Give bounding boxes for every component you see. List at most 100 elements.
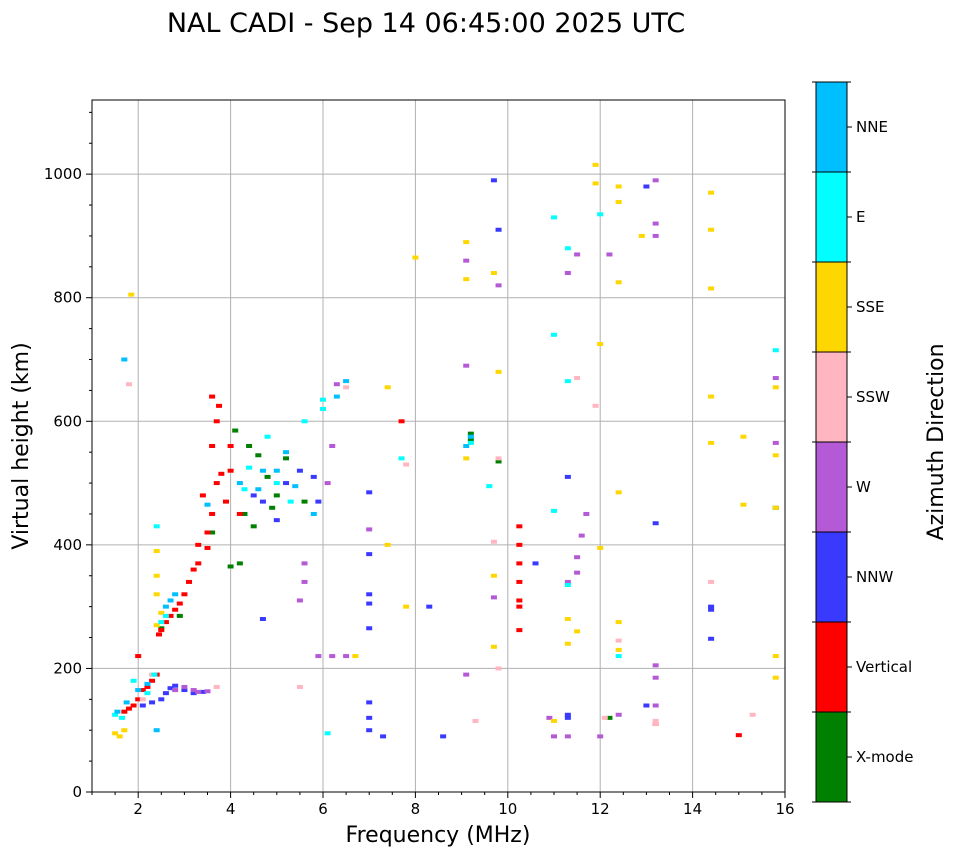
- echo-point-w: [301, 579, 308, 584]
- echo-point-vertical: [186, 579, 193, 584]
- echo-point-sse: [551, 718, 557, 723]
- echo-point-ssw: [213, 684, 220, 689]
- echo-point-vertical: [516, 561, 523, 566]
- echo-point-vertical: [199, 493, 206, 498]
- echo-point-vertical: [125, 706, 132, 711]
- echo-point-vertical: [158, 628, 165, 633]
- echo-point-w: [652, 663, 659, 668]
- echo-point-w: [574, 252, 581, 257]
- echo-point-w: [615, 712, 622, 717]
- echo-point-w: [652, 675, 659, 680]
- echo-point-nne: [273, 468, 280, 473]
- echo-point-x-mode: [246, 444, 253, 448]
- colorbar-category-label: Vertical: [856, 658, 912, 676]
- echo-point-vertical: [144, 684, 151, 689]
- echo-point-e: [119, 715, 126, 720]
- colorbar: X-mode Vertical NNW W SSW SSE E NNE: [812, 81, 913, 803]
- echo-point-w: [315, 654, 322, 659]
- colorbar-category-label: X-mode: [856, 748, 913, 766]
- echo-point-nne: [255, 487, 262, 492]
- echo-point-nnw: [380, 734, 387, 739]
- echo-point-sse: [772, 654, 779, 659]
- echo-point-w: [551, 734, 557, 739]
- echo-point-w: [564, 734, 571, 739]
- echo-point-x-mode: [495, 459, 502, 464]
- echo-point-nnw: [495, 227, 502, 232]
- echo-point-e: [398, 456, 405, 461]
- echo-point-nnw: [296, 468, 303, 473]
- echo-point-e: [551, 215, 557, 220]
- echo-point-vertical: [130, 703, 137, 708]
- echo-point-w: [652, 221, 659, 226]
- echo-point-e: [320, 397, 326, 402]
- echo-point-nnw: [310, 474, 317, 479]
- echo-point-nnw: [283, 481, 290, 486]
- echo-point-nnw: [181, 688, 188, 693]
- colorbar-segment: [816, 532, 847, 622]
- echo-point-w: [329, 654, 336, 659]
- echo-point-e: [772, 348, 779, 353]
- echo-point-sse: [158, 610, 165, 615]
- echo-point-w: [772, 376, 779, 381]
- echo-point-sse: [112, 731, 119, 736]
- echo-point-nne: [172, 592, 179, 597]
- echo-point-nnw: [259, 499, 266, 504]
- echo-point-nne: [123, 700, 130, 705]
- echo-point-vertical: [213, 419, 220, 424]
- echo-point-x-mode: [209, 530, 216, 535]
- echo-point-ssw: [343, 385, 350, 390]
- echo-point-x-mode: [250, 524, 257, 529]
- x-tick-label: 12: [591, 800, 610, 818]
- echo-point-vertical: [204, 545, 211, 550]
- echo-point-nnw: [167, 686, 174, 691]
- echo-point-nnw: [366, 700, 373, 705]
- chart-title: NAL CADI - Sep 14 06:45:00 2025 UTC: [167, 8, 685, 39]
- echo-point-e: [153, 524, 160, 529]
- echo-point-e: [564, 583, 571, 588]
- echo-point-sse: [615, 280, 622, 285]
- echo-point-w: [190, 688, 197, 693]
- echo-point-sse: [740, 502, 747, 507]
- echo-point-sse: [128, 292, 135, 297]
- echo-point-ssw: [495, 456, 502, 461]
- echo-point-vertical: [204, 530, 211, 535]
- echo-point-x-mode: [283, 456, 290, 461]
- echo-point-vertical: [213, 481, 220, 486]
- echo-point-e: [564, 379, 571, 384]
- echo-point-sse: [412, 255, 419, 260]
- echo-point-e: [144, 691, 151, 696]
- echo-point-vertical: [216, 403, 223, 408]
- echo-point-w: [366, 527, 373, 532]
- echo-point-x-mode: [255, 453, 262, 458]
- echo-point-sse: [772, 675, 779, 680]
- echo-point-vertical: [155, 632, 162, 637]
- echo-point-ssw: [574, 376, 581, 381]
- echo-point-x-mode: [606, 715, 613, 720]
- echo-point-vertical: [181, 592, 188, 597]
- echo-point-nne: [114, 709, 121, 714]
- echo-point-ssw: [472, 718, 479, 723]
- echo-point-w: [329, 444, 336, 448]
- echo-point-ssw: [652, 722, 659, 727]
- colorbar-category-label: NNW: [856, 568, 893, 586]
- echo-point-w: [652, 233, 659, 238]
- echo-point-nne: [310, 511, 317, 516]
- echo-point-ssw: [495, 666, 502, 671]
- echo-point-nne: [463, 444, 470, 448]
- echo-point-ssw: [490, 539, 497, 544]
- echo-point-sse: [463, 277, 470, 282]
- echo-point-e: [151, 672, 158, 677]
- echo-point-nnw: [149, 700, 156, 705]
- echo-point-nne: [135, 688, 142, 693]
- echo-point-sse: [384, 542, 391, 547]
- echo-point-vertical: [176, 601, 183, 606]
- echo-point-nnw: [708, 636, 715, 641]
- echo-point-sse: [772, 385, 779, 390]
- echo-point-w: [195, 689, 202, 694]
- y-tick-label: 600: [53, 412, 82, 430]
- colorbar-category-label: NNE: [856, 118, 888, 136]
- echo-point-x-mode: [467, 431, 474, 436]
- echo-point-w: [463, 363, 470, 368]
- echo-point-nnw: [564, 712, 571, 717]
- echo-point-vertical: [149, 678, 156, 683]
